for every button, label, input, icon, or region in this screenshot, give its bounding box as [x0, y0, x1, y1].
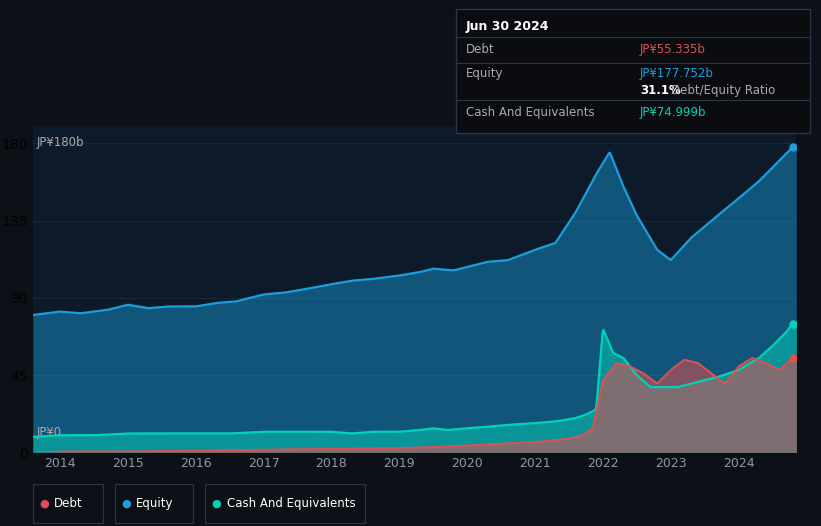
Text: Jun 30 2024: Jun 30 2024	[466, 19, 549, 33]
Text: Cash And Equivalents: Cash And Equivalents	[466, 106, 594, 119]
Text: JP¥177.752b: JP¥177.752b	[640, 67, 714, 80]
Text: 31.1%: 31.1%	[640, 84, 681, 97]
Text: ●: ●	[39, 499, 49, 509]
Text: Equity: Equity	[136, 497, 174, 510]
Text: Debt: Debt	[466, 43, 494, 56]
Text: JP¥74.999b: JP¥74.999b	[640, 106, 707, 119]
Text: Debt: Debt	[54, 497, 83, 510]
Text: ●: ●	[122, 499, 131, 509]
Text: JP¥0: JP¥0	[37, 426, 62, 439]
Text: Cash And Equivalents: Cash And Equivalents	[227, 497, 355, 510]
Text: JP¥55.335b: JP¥55.335b	[640, 43, 706, 56]
Text: JP¥180b: JP¥180b	[37, 136, 85, 149]
Text: Equity: Equity	[466, 67, 503, 80]
Text: Debt/Equity Ratio: Debt/Equity Ratio	[672, 84, 776, 97]
Text: ●: ●	[212, 499, 222, 509]
